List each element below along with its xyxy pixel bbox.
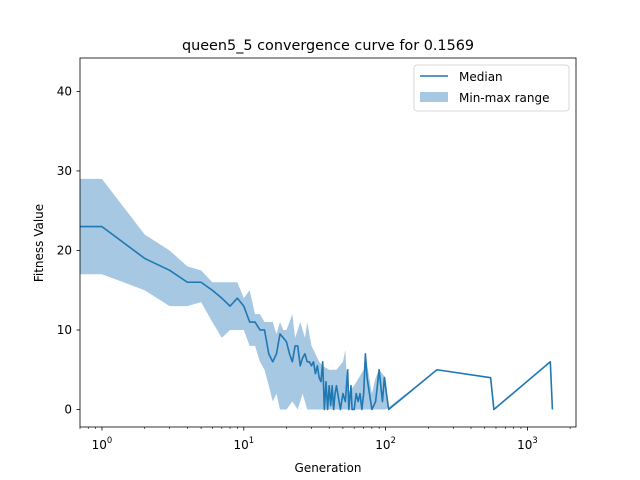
min-max-range-band — [80, 178, 553, 410]
x-tick-base: 10 — [375, 438, 390, 452]
x-axis-label: Generation — [295, 461, 362, 475]
legend-median-label: Median — [459, 70, 503, 84]
x-tick-label: 101 — [233, 435, 254, 452]
y-tick-label: 0 — [64, 403, 72, 417]
x-minor-ticks — [79, 427, 571, 429]
y-tick-label: 30 — [57, 164, 72, 178]
x-tick-base: 10 — [517, 438, 532, 452]
y-tick-label: 20 — [57, 243, 72, 257]
legend-range-label: Min-max range — [459, 91, 549, 105]
x-tick-100: 102 — [375, 427, 396, 452]
x-tick-label: 100 — [92, 435, 113, 452]
chart-title: queen5_5 convergence curve for 0.1569 — [182, 38, 474, 54]
y-tick-20: 20 — [57, 243, 80, 257]
x-axis: 100 101 102 103 Generation — [79, 427, 571, 475]
plot-frame — [79, 57, 577, 428]
x-tick-10: 101 — [233, 427, 254, 452]
x-tick-base: 10 — [233, 438, 248, 452]
legend: Median Min-max range — [413, 64, 570, 112]
x-tick-1: 100 — [92, 427, 113, 452]
y-tick-0: 0 — [64, 403, 80, 417]
x-tick-exponent: 2 — [391, 435, 396, 445]
y-tick-label: 40 — [57, 84, 72, 98]
x-tick-1000: 103 — [517, 427, 538, 452]
x-tick-exponent: 3 — [532, 435, 537, 445]
y-tick-40: 40 — [57, 84, 80, 98]
legend-range-swatch — [420, 92, 448, 102]
y-tick-label: 10 — [57, 323, 72, 337]
x-tick-base: 10 — [92, 438, 107, 452]
x-tick-label: 102 — [375, 435, 396, 452]
x-tick-exponent: 1 — [249, 435, 254, 445]
y-axis: 0 10 20 30 40 Fitness Value — [32, 84, 80, 417]
y-axis-label: Fitness Value — [32, 204, 46, 282]
plot-area — [79, 57, 577, 428]
median-line — [80, 225, 554, 411]
y-tick-30: 30 — [57, 164, 80, 178]
x-tick-exponent: 0 — [107, 435, 112, 445]
y-tick-10: 10 — [57, 323, 80, 337]
x-tick-label: 103 — [517, 435, 538, 452]
legend-box — [413, 64, 570, 112]
